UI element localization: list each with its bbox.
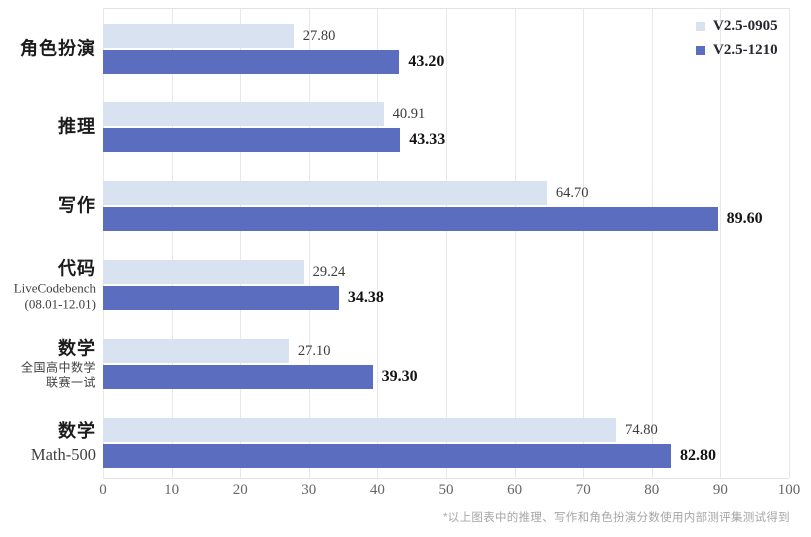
bar-V2.5-0905-1 — [103, 102, 384, 127]
x-tick-30: 30 — [301, 482, 317, 498]
x-tick-90: 90 — [712, 482, 728, 498]
gridline-70 — [583, 8, 585, 478]
category-label-1: 推理 — [0, 116, 96, 139]
plot-top-border — [103, 8, 789, 9]
gridline-100 — [789, 8, 790, 478]
legend-swatch-v25-0905 — [696, 21, 705, 31]
category-main-label: 角色扮演 — [20, 38, 96, 58]
x-tick-60: 60 — [507, 482, 523, 498]
category-sub-label: 联赛一试 — [45, 375, 96, 390]
footnote: *以上图表中的推理、写作和角色扮演分数使用内部测评集测试得到 — [443, 512, 790, 524]
bar-V2.5-1210-4 — [103, 364, 373, 389]
gridline-0 — [103, 8, 104, 478]
category-sub-label: 全国高中数学 — [20, 360, 96, 375]
category-sub-label: LiveCodebench — [13, 280, 96, 296]
category-label-3: 代码 LiveCodebench (08.01-12.01) — [0, 257, 96, 313]
value-label-V2.5-1210-3: 34.38 — [347, 288, 384, 306]
legend: V2.5-0905 V2.5-1210 — [696, 14, 778, 62]
value-label-V2.5-1210-0: 43.20 — [408, 52, 445, 70]
value-label-V2.5-1210-4: 39.30 — [381, 367, 418, 385]
x-tick-50: 50 — [438, 482, 454, 498]
bar-V2.5-1210-3 — [103, 285, 339, 310]
category-label-4: 数学 全国高中数学 联赛一试 — [0, 337, 96, 390]
value-label-V2.5-1210-5: 82.80 — [680, 446, 716, 464]
gridline-80 — [651, 8, 653, 478]
legend-label-v25-1210: V2.5-1210 — [713, 41, 778, 58]
gridline-90 — [720, 8, 722, 478]
value-label-V2.5-0905-1: 40.91 — [392, 106, 426, 123]
value-label-V2.5-0905-5: 74.80 — [625, 421, 658, 438]
value-label-V2.5-0905-0: 27.80 — [302, 27, 336, 44]
category-main-label: 写作 — [58, 195, 96, 216]
gridline-20 — [240, 8, 242, 478]
gridline-40 — [377, 8, 379, 478]
category-sub-label: (08.01-12.01) — [24, 296, 97, 312]
bar-V2.5-0905-2 — [103, 181, 547, 206]
bar-V2.5-1210-0 — [103, 49, 400, 74]
legend-item-v25-1210: V2.5-1210 — [696, 38, 778, 62]
value-label-V2.5-1210-2: 89.60 — [726, 210, 763, 228]
category-main-label: 数学 — [58, 338, 96, 359]
bar-V2.5-1210-1 — [103, 128, 401, 153]
category-label-0: 角色扮演 — [0, 37, 96, 60]
x-tick-20: 20 — [232, 482, 248, 498]
category-main-label: 推理 — [58, 116, 96, 137]
value-label-V2.5-0905-3: 29.24 — [312, 263, 346, 280]
value-label-V2.5-1210-1: 43.33 — [409, 131, 446, 149]
gridline-30 — [308, 8, 310, 478]
category-main-label: 代码 — [58, 258, 96, 279]
gridline-50 — [446, 8, 447, 478]
bar-V2.5-1210-2 — [103, 207, 718, 232]
value-label-V2.5-0905-4: 27.10 — [297, 342, 331, 359]
gridline-10 — [171, 8, 173, 478]
bar-V2.5-1210-5 — [103, 443, 671, 468]
legend-swatch-v25-1210 — [696, 45, 705, 55]
x-tick-0: 0 — [99, 482, 107, 498]
x-tick-10: 10 — [164, 482, 180, 498]
bar-V2.5-0905-0 — [103, 23, 294, 48]
bar-V2.5-0905-5 — [103, 417, 617, 442]
bar-V2.5-0905-4 — [103, 338, 289, 363]
bar-V2.5-0905-3 — [103, 259, 304, 284]
category-sub-label: Math-500 — [30, 444, 96, 464]
category-label-5: 数学 Math-500 — [0, 420, 96, 466]
legend-label-v25-0905: V2.5-0905 — [713, 17, 778, 34]
x-tick-70: 70 — [575, 482, 591, 498]
plot-bottom-border — [103, 478, 789, 479]
x-tick-80: 80 — [644, 482, 660, 498]
x-tick-40: 40 — [369, 482, 385, 498]
x-tick-100: 100 — [777, 482, 801, 498]
legend-item-v25-0905: V2.5-0905 — [696, 14, 778, 38]
value-label-V2.5-0905-2: 64.70 — [555, 185, 589, 202]
gridline-60 — [514, 8, 516, 478]
category-main-label: 数学 — [58, 420, 96, 441]
category-label-2: 写作 — [0, 195, 96, 218]
